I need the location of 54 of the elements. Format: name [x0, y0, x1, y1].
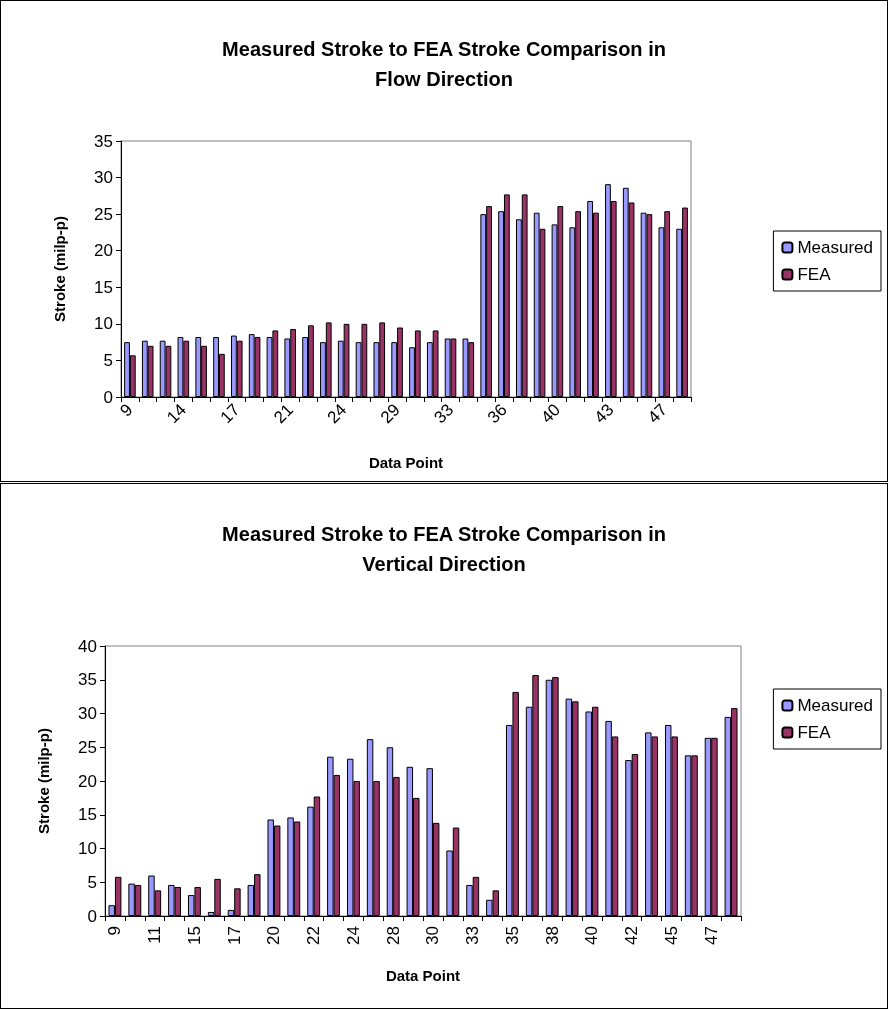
x-tick-label: 17 [216, 400, 244, 428]
x-tick-label: 43 [590, 400, 618, 428]
y-tick-label: 30 [78, 704, 97, 723]
x-tick-label: 17 [224, 926, 244, 945]
y-axis-title: Stroke (milp-p) [51, 216, 68, 322]
x-tick-label: 38 [542, 926, 562, 945]
x-tick-label: 36 [483, 400, 511, 428]
x-tick-label: 45 [661, 926, 681, 945]
x-axis-title: Data Point [368, 454, 444, 471]
x-tick-label: 30 [423, 926, 443, 945]
x-tick-label: 14 [163, 400, 191, 428]
x-tick-label: 29 [377, 400, 404, 428]
x-tick-label: 35 [502, 926, 522, 945]
legend-label: FEA [797, 265, 832, 284]
y-tick-label: 0 [103, 387, 113, 407]
chart-title: Measured Stroke to FEA Stroke Comparison in Vertical Direction [222, 523, 666, 575]
chart-title: Measured Stroke to FEA Stroke Comparison in Flow Direction [222, 38, 666, 90]
x-tick-label: 9 [105, 926, 125, 936]
y-tick-label: 0 [87, 906, 97, 926]
x-tick-label: 28 [383, 926, 403, 945]
y-tick-label: 40 [78, 636, 97, 656]
y-tick-label: 15 [78, 805, 97, 825]
x-axis-title: Data Point [385, 967, 461, 984]
x-tick-label: 33 [430, 400, 458, 428]
y-tick-label: 25 [94, 204, 113, 224]
x-tick-label: 47 [701, 926, 721, 945]
x-tick-label: 9 [116, 400, 137, 421]
x-tick-label: 40 [537, 400, 565, 428]
x-tick-label: 22 [304, 926, 324, 945]
y-tick-label: 20 [78, 771, 97, 791]
x-tick-label: 42 [622, 926, 642, 945]
y-axis-title: Stroke (milp-p) [35, 728, 52, 834]
x-tick-label: 15 [184, 926, 204, 945]
y-tick-label: 30 [94, 168, 113, 188]
y-tick-label: 10 [94, 314, 113, 334]
y-tick-label: 10 [78, 839, 97, 858]
x-tick-label: 24 [323, 400, 351, 428]
x-tick-label: 47 [644, 400, 671, 428]
y-tick-label: 15 [94, 277, 113, 297]
x-tick-label: 40 [582, 926, 602, 945]
y-tick-label: 35 [94, 131, 113, 151]
y-tick-label: 25 [78, 737, 97, 757]
y-tick-label: 35 [78, 670, 97, 690]
y-tick-label: 5 [103, 350, 113, 370]
legend-label: Measured [797, 238, 874, 257]
x-tick-label: 20 [264, 926, 284, 945]
x-tick-label: 33 [463, 926, 483, 945]
legend-label: Measured [797, 696, 874, 715]
x-tick-label: 11 [145, 926, 165, 944]
x-tick-label: 21 [270, 400, 297, 428]
x-tick-label: 24 [343, 926, 363, 945]
legend-label: FEA [797, 723, 832, 742]
y-tick-label: 5 [87, 872, 97, 892]
y-tick-label: 20 [94, 241, 113, 261]
